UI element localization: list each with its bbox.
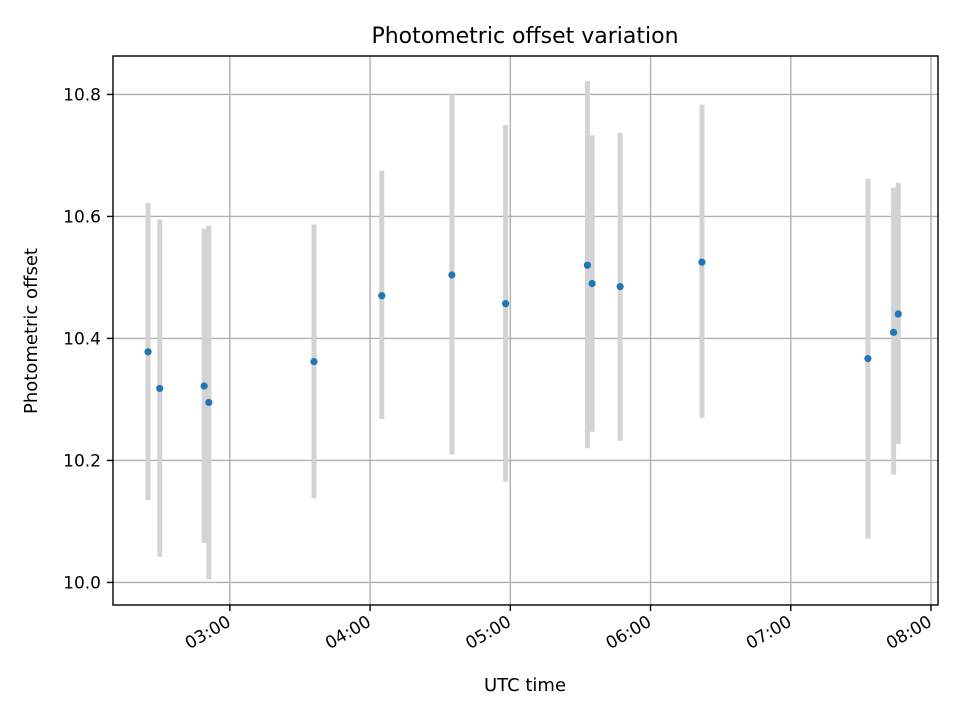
data-point — [894, 310, 902, 318]
y-axis-label: Photometric offset — [21, 248, 42, 414]
data-point — [502, 300, 510, 308]
chart-title: Photometric offset variation — [371, 24, 678, 49]
data-point — [864, 354, 872, 363]
grid-lines — [113, 56, 938, 605]
data-point — [156, 384, 164, 393]
data-points — [144, 258, 902, 407]
data-point — [616, 282, 624, 291]
y-tick-label: 10.6 — [63, 207, 101, 227]
data-point — [144, 348, 152, 356]
x-tick-label: 05:00 — [462, 612, 514, 654]
y-tick-label: 10.8 — [63, 85, 101, 105]
data-point — [205, 398, 213, 407]
data-point — [448, 271, 456, 279]
data-point — [889, 328, 898, 336]
data-point — [698, 258, 706, 266]
x-tick-label: 06:00 — [603, 612, 655, 654]
y-tick-label: 10.0 — [63, 573, 101, 593]
data-point — [588, 279, 596, 288]
data-point — [583, 261, 592, 269]
y-tick-label: 10.2 — [63, 451, 101, 471]
data-point — [378, 292, 386, 300]
data-point — [310, 358, 318, 366]
data-point — [200, 382, 208, 390]
y-tick-label: 10.4 — [63, 329, 101, 349]
plot-frame — [112, 55, 939, 606]
x-tick-label: 04:00 — [322, 612, 374, 654]
x-tick-label: 03:00 — [182, 612, 234, 654]
x-tick-label: 07:00 — [743, 612, 795, 654]
x-tick-label: 08:00 — [883, 612, 935, 654]
x-axis-label: UTC time — [484, 675, 566, 696]
axis-ticks: 10.0 10.2 10.4 10.6 10.8 03:00 04:00 05:00 06:00… — [63, 85, 935, 653]
error-bars — [145, 81, 901, 580]
